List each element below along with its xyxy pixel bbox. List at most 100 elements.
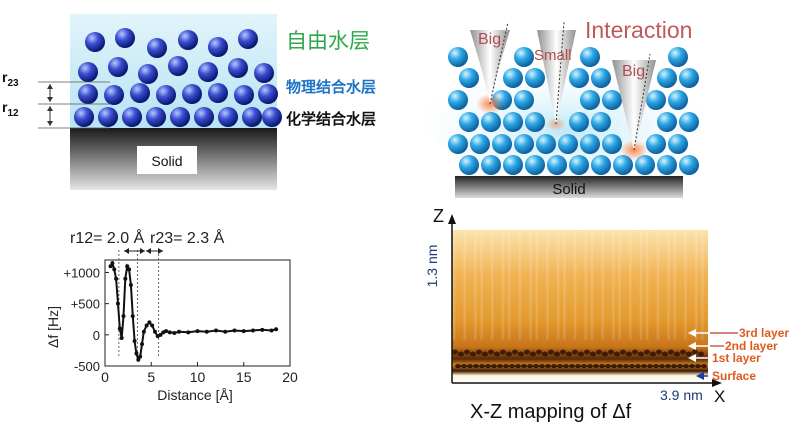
texture-streak (501, 230, 505, 340)
data-point (214, 328, 218, 333)
texture-streak (462, 230, 467, 340)
tip-middle-label: Small (534, 47, 572, 64)
water-molecule (679, 155, 699, 175)
texture-dot (569, 364, 575, 368)
water-molecule (448, 47, 468, 67)
r23-label: r23 (2, 69, 19, 89)
texture-dot (551, 364, 557, 368)
water-molecule (234, 85, 254, 105)
data-point (186, 330, 191, 335)
water-molecule (448, 134, 468, 154)
texture-streak (534, 230, 539, 340)
texture-streak (573, 230, 578, 340)
water-molecule (470, 134, 490, 154)
texture-dot (461, 364, 467, 368)
texture-dot (575, 364, 581, 368)
layer-markers: 3rd layer 2nd layer 1st layer Surface (688, 326, 789, 383)
texture-dot (563, 364, 569, 368)
texture-dot (608, 349, 614, 355)
water-molecule (525, 112, 545, 132)
water-molecule (78, 62, 98, 82)
water-molecule (646, 134, 666, 154)
texture-dot (686, 351, 692, 357)
texture-streak (490, 230, 495, 340)
afm-tip-middle (537, 30, 576, 124)
texture-dot (617, 364, 623, 368)
texture-streak (479, 230, 484, 340)
texture-streak (672, 230, 677, 340)
water-molecule (74, 107, 94, 127)
water-molecule (238, 29, 258, 49)
texture-dot (524, 349, 530, 355)
texture-dot (557, 364, 563, 368)
water-molecule (602, 134, 622, 154)
hydration-layer-diagram: Solid r23 r12 自由水层 物理结合水层 化学结合水层 (2, 14, 376, 190)
texture-dot (458, 351, 464, 357)
water-molecule (242, 107, 262, 127)
water-molecule (580, 90, 600, 110)
texture-dot (662, 351, 668, 357)
water-molecule (208, 37, 228, 57)
water-molecule (536, 134, 556, 154)
r12-label: r12 (2, 99, 19, 119)
data-point (251, 328, 255, 333)
texture-dot (512, 349, 518, 355)
free-water-layer-label: 自由水层 (286, 29, 370, 53)
solid-label-right: Solid (552, 181, 585, 198)
data-point (117, 326, 122, 331)
texture-dot (527, 364, 533, 368)
solid-label: Solid (151, 153, 182, 169)
data-point (123, 276, 128, 281)
texture-dot (689, 364, 695, 368)
data-point (108, 264, 113, 269)
water-molecule (182, 84, 202, 104)
layer-2nd-label: 2nd layer (725, 339, 778, 353)
texture-dot (599, 364, 605, 368)
texture-dot (587, 364, 593, 368)
y-tick-label: 0 (93, 328, 100, 343)
texture-streak (528, 230, 533, 340)
texture-dot (533, 364, 539, 368)
water-molecule (657, 155, 677, 175)
afm-tip-left (470, 30, 510, 104)
data-point (110, 261, 115, 266)
water-molecule (569, 68, 589, 88)
y-axis-label: Δf [Hz] (45, 306, 61, 348)
texture-dot (620, 349, 626, 355)
water-molecule (591, 155, 611, 175)
data-point (114, 276, 119, 281)
water-molecule (218, 107, 238, 127)
texture-dot (668, 349, 674, 355)
water-molecule (591, 68, 611, 88)
data-point (125, 264, 130, 269)
water-molecule (228, 58, 248, 78)
texture-streak (666, 230, 671, 340)
water-molecule (254, 63, 274, 83)
water-molecules (74, 28, 282, 127)
water-molecule (492, 134, 512, 154)
texture-dot (629, 364, 635, 368)
texture-dot (683, 364, 689, 368)
data-point (274, 327, 279, 332)
texture-streak (700, 230, 705, 340)
texture-dot (464, 349, 470, 355)
texture-dot (605, 364, 611, 368)
texture-dot (626, 351, 632, 357)
texture-dot (506, 351, 512, 357)
texture-dot (650, 351, 656, 357)
water-molecule (514, 90, 534, 110)
texture-dot (698, 351, 704, 357)
texture-dot (578, 351, 584, 357)
texture-dot (701, 364, 707, 368)
x-axis-label-map: X (714, 387, 725, 406)
chemical-bound-layer-label: 化学结合水层 (286, 110, 376, 128)
y-tick-label: +500 (71, 297, 100, 312)
data-point (164, 329, 169, 334)
water-molecule (635, 155, 655, 175)
r12-annotation: r12= 2.0 Å (70, 228, 145, 247)
water-molecule (547, 155, 567, 175)
physical-bound-layer-label: 物理结合水层 (286, 78, 376, 96)
data-point (241, 329, 246, 334)
texture-dot (536, 349, 542, 355)
